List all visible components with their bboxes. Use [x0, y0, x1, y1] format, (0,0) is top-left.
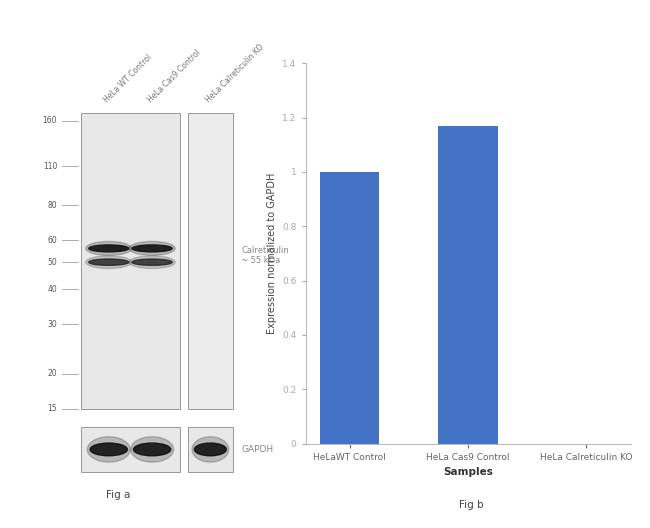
Bar [439, 126, 497, 444]
Ellipse shape [89, 245, 129, 252]
Ellipse shape [132, 245, 172, 252]
Ellipse shape [132, 259, 172, 266]
Text: HeLa Calreticulin KO: HeLa Calreticulin KO [204, 43, 266, 105]
Text: HeLa WT Control: HeLa WT Control [102, 53, 154, 105]
Ellipse shape [89, 259, 129, 266]
Ellipse shape [90, 443, 127, 456]
Text: 80: 80 [47, 201, 57, 210]
Ellipse shape [192, 437, 229, 462]
Ellipse shape [129, 241, 175, 256]
Text: 60: 60 [47, 235, 57, 244]
Text: Fig a: Fig a [106, 491, 131, 501]
Ellipse shape [194, 443, 226, 456]
Text: 160: 160 [43, 116, 57, 125]
X-axis label: Samples: Samples [443, 467, 493, 477]
Text: 50: 50 [47, 258, 57, 267]
Ellipse shape [86, 256, 132, 269]
Text: Calreticulin
~ 55 kDa: Calreticulin ~ 55 kDa [241, 246, 289, 265]
Bar [188, 114, 233, 409]
Ellipse shape [87, 437, 130, 462]
Text: 40: 40 [47, 285, 57, 294]
Text: HeLa Cas9 Control: HeLa Cas9 Control [146, 48, 202, 105]
Bar [188, 427, 233, 472]
Ellipse shape [133, 443, 171, 456]
Text: 110: 110 [43, 162, 57, 171]
Bar [81, 114, 179, 409]
Text: GAPDH: GAPDH [241, 445, 273, 454]
Text: 30: 30 [47, 320, 57, 329]
Ellipse shape [86, 241, 132, 256]
Text: 15: 15 [47, 404, 57, 413]
Ellipse shape [129, 256, 175, 269]
Bar [81, 427, 179, 472]
Text: 20: 20 [47, 369, 57, 378]
Bar [320, 172, 380, 444]
Y-axis label: Expression normalized to GAPDH: Expression normalized to GAPDH [266, 173, 276, 334]
Ellipse shape [131, 437, 174, 462]
Text: Fig b: Fig b [459, 499, 484, 510]
